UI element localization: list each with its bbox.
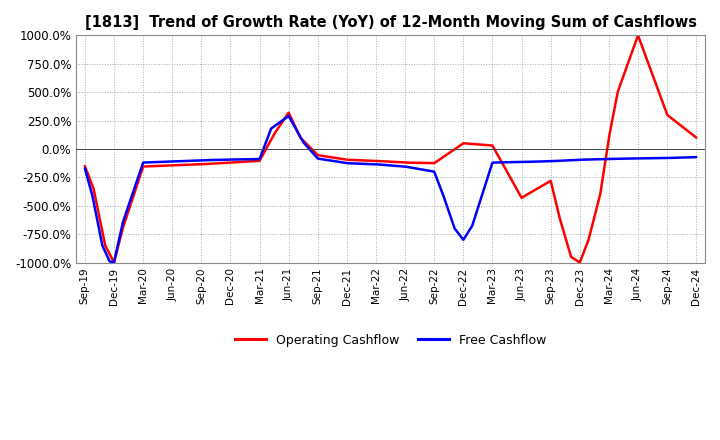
Legend: Operating Cashflow, Free Cashflow: Operating Cashflow, Free Cashflow bbox=[230, 329, 552, 352]
Title: [1813]  Trend of Growth Rate (YoY) of 12-Month Moving Sum of Cashflows: [1813] Trend of Growth Rate (YoY) of 12-… bbox=[84, 15, 696, 30]
